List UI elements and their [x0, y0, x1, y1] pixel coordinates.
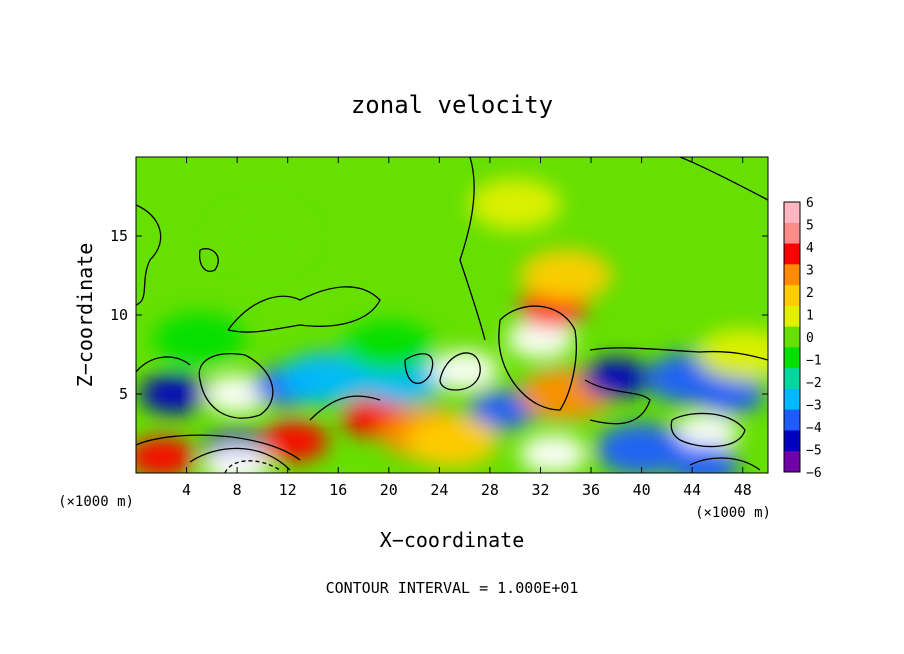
colorbar-label-3: 3: [806, 264, 814, 279]
colorbar-swatch-3: [784, 264, 800, 286]
colorbar-swatch-0: [784, 202, 800, 224]
colorbar-label-6: 0: [806, 331, 814, 346]
colorbar-frame: [783, 201, 801, 473]
contour-line-negative: [224, 460, 281, 473]
contour-interval-footer: CONTOUR INTERVAL = 1.000E+01: [326, 579, 579, 597]
colorbar-swatch-10: [784, 409, 800, 431]
velocity-region-7: [279, 352, 372, 405]
velocity-region-4: [203, 445, 272, 473]
contour-line-13: [136, 434, 301, 461]
y-tick-label-15: 15: [110, 227, 128, 245]
colorbar-swatch-2: [784, 243, 800, 265]
contour-line-9: [589, 347, 768, 361]
colorbar-swatch-4: [784, 285, 800, 307]
colorbar-label-9: −3: [806, 399, 822, 414]
x-tick-label-28: 28: [481, 481, 499, 499]
velocity-region-24: [696, 328, 768, 381]
contour-line-16: [199, 248, 219, 272]
colorbar-label-10: −4: [806, 421, 822, 436]
contour-line-0: [136, 204, 162, 306]
velocity-region-27: [216, 210, 309, 262]
x-tick-label-8: 8: [233, 481, 242, 499]
contour-line-1: [227, 286, 381, 333]
contour-line-14: [136, 356, 191, 373]
contour-line-6: [404, 353, 434, 385]
colorbar-swatch-12: [784, 451, 800, 473]
contour-line-10: [584, 379, 651, 425]
x-axis: 4 8 12 16 20 24 28 32 36 40 44 48: [182, 157, 752, 499]
colorbar-swatch-8: [784, 368, 800, 390]
contour-line-2: [459, 157, 486, 341]
colorbar-swatch-7: [784, 347, 800, 369]
velocity-region-6: [260, 421, 328, 462]
contour-line-11: [670, 412, 746, 448]
colorbar-swatch-1: [784, 222, 800, 245]
contour-line-8: [498, 305, 577, 411]
x-tick-label-36: 36: [582, 481, 600, 499]
colorbar-swatch-11: [784, 430, 800, 452]
x-unit-label-left: (×1000 m): [58, 494, 134, 510]
contour-line-3: [679, 157, 768, 201]
colorbar-swatch-6: [784, 326, 800, 348]
velocity-region-25: [519, 249, 612, 302]
velocity-region-17: [519, 434, 588, 473]
velocity-region-13: [406, 415, 498, 468]
velocity-regions: [136, 178, 768, 473]
x-tick-label-16: 16: [329, 481, 347, 499]
x-tick-label-44: 44: [683, 481, 701, 499]
velocity-region-11: [430, 350, 499, 391]
colorbar-label-12: −6: [806, 466, 822, 481]
colorbar-swatch-9: [784, 388, 800, 411]
velocity-region-26: [469, 178, 562, 231]
velocity-region-23: [595, 423, 688, 473]
contour-lines: [136, 157, 768, 473]
velocity-region-22: [670, 445, 739, 473]
chart-title: zonal velocity: [351, 91, 553, 119]
colorbar-label-11: −5: [806, 444, 822, 459]
contour-line-4: [198, 353, 274, 419]
colorbar-swatch-5: [784, 305, 800, 328]
colorbar-label-7: −1: [806, 354, 822, 369]
colorbar: 6 5 4 3 2 1 0 −1 −2 −3 −4 −5 −6: [783, 196, 822, 481]
velocity-region-5: [136, 437, 196, 473]
x-axis-label: X−coordinate: [380, 528, 525, 552]
velocity-region-20: [696, 374, 765, 414]
velocity-region-28: [153, 312, 246, 365]
colorbar-label-4: 2: [806, 286, 814, 301]
contour-line-7: [439, 352, 481, 391]
velocity-region-12: [468, 389, 537, 430]
y-tick-label-10: 10: [110, 306, 128, 324]
x-tick-label-20: 20: [380, 481, 398, 499]
contour-line-12: [689, 457, 761, 471]
colorbar-label-2: 4: [806, 241, 814, 256]
contour-line-15: [309, 395, 381, 421]
colorbar-label-0: 6: [806, 196, 814, 211]
colorbar-label-8: −2: [806, 376, 822, 391]
velocity-region-29: [342, 320, 435, 373]
colorbar-label-1: 5: [806, 219, 814, 234]
x-unit-label-right: (×1000 m): [695, 505, 771, 521]
colorbar-label-5: 1: [806, 309, 814, 324]
velocity-region-0: [139, 374, 208, 414]
x-tick-label-40: 40: [633, 481, 651, 499]
x-tick-label-4: 4: [182, 481, 191, 499]
velocity-region-14: [506, 318, 575, 359]
velocity-region-18: [582, 358, 651, 399]
y-axis: 5 10 15: [110, 227, 768, 403]
y-axis-label: Z−coordinate: [73, 243, 97, 388]
x-tick-label-12: 12: [279, 481, 297, 499]
y-tick-label-5: 5: [119, 385, 128, 403]
x-tick-label-24: 24: [430, 481, 448, 499]
plot-area: [136, 157, 768, 473]
x-tick-label-48: 48: [734, 481, 752, 499]
contour-line-5: [189, 447, 291, 471]
x-tick-label-32: 32: [531, 481, 549, 499]
